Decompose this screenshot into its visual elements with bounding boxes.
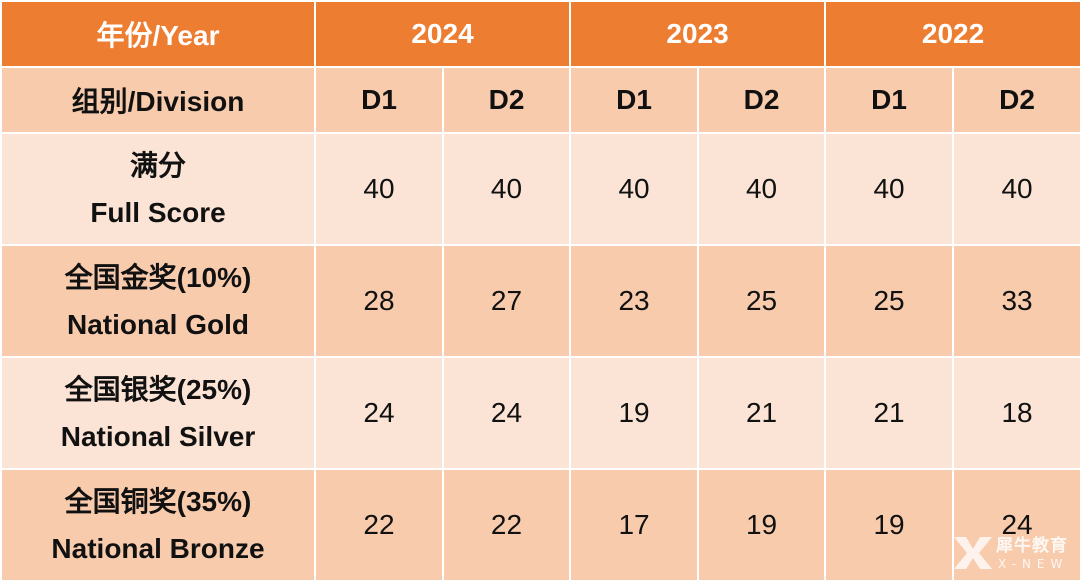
- score-cell: 33: [952, 244, 1080, 358]
- score-cell: 40: [314, 132, 444, 246]
- score-cell: 21: [697, 356, 827, 470]
- watermark-en: X-NEW: [998, 557, 1069, 571]
- score-cell: 23: [569, 244, 700, 358]
- division-cell: D2: [952, 66, 1080, 134]
- score-cell: 25: [697, 244, 827, 358]
- division-label: 组别/Division: [0, 66, 316, 134]
- score-cell: 27: [441, 244, 572, 358]
- score-cell: 24: [314, 356, 444, 470]
- row-label-en: National Gold: [67, 309, 249, 340]
- watermark: 犀牛教育 X-NEW: [952, 529, 1072, 581]
- score-cell: 22: [314, 468, 444, 582]
- score-cell: 40: [824, 132, 955, 246]
- score-cell: 21: [824, 356, 955, 470]
- table-row-silver: 全国银奖(25%) National Silver 24 24 19 21 21…: [0, 356, 1080, 470]
- x-logo-icon: [954, 537, 992, 569]
- year-header-label: 年份/Year: [0, 0, 316, 68]
- score-cell: 18: [952, 356, 1080, 470]
- year-2022-header: 2022: [824, 0, 1080, 68]
- score-cell: 19: [569, 356, 700, 470]
- score-cell: 28: [314, 244, 444, 358]
- table-row-gold: 全国金奖(10%) National Gold 28 27 23 25 25 3…: [0, 244, 1080, 358]
- division-row: 组别/Division D1 D2 D1 D2 D1 D2: [0, 66, 1080, 134]
- score-cell: 24: [952, 468, 1080, 582]
- row-label-cn: 全国银奖(25%): [64, 374, 252, 405]
- year-2023-header: 2023: [569, 0, 827, 68]
- row-label-cn: 全国铜奖(35%): [64, 486, 252, 517]
- row-label: 满分 Full Score: [0, 132, 316, 246]
- division-cell: D2: [441, 66, 572, 134]
- score-cell: 40: [697, 132, 827, 246]
- row-label: 全国铜奖(35%) National Bronze: [0, 468, 316, 582]
- division-cell: D1: [314, 66, 444, 134]
- row-label: 全国金奖(10%) National Gold: [0, 244, 316, 358]
- year-2024-header: 2024: [313, 0, 572, 68]
- year-header-row: 年份/Year 2024 2023 2022: [0, 0, 1080, 68]
- division-cell: D1: [569, 66, 700, 134]
- division-cell: D1: [824, 66, 955, 134]
- score-cell: 17: [569, 468, 700, 582]
- row-label: 全国银奖(25%) National Silver: [0, 356, 316, 470]
- score-cell: 40: [569, 132, 700, 246]
- division-cell: D2: [697, 66, 827, 134]
- row-label-en: Full Score: [90, 197, 226, 228]
- score-cell: 40: [441, 132, 572, 246]
- watermark-cn: 犀牛教育: [996, 536, 1068, 556]
- score-cell: 40: [952, 132, 1080, 246]
- row-label-cn: 满分: [129, 150, 186, 181]
- score-cell: 19: [824, 468, 955, 582]
- row-label-en: National Bronze: [51, 533, 265, 564]
- score-cell: 19: [697, 468, 827, 582]
- row-label-cn: 全国金奖(10%): [64, 262, 252, 293]
- table-row-bronze: 全国铜奖(35%) National Bronze 22 22 17 19 19…: [0, 468, 1080, 582]
- row-label-en: National Silver: [60, 421, 256, 452]
- score-cell: 25: [824, 244, 955, 358]
- table-row-full-score: 满分 Full Score 40 40 40 40 40 40: [0, 132, 1080, 246]
- score-cell: 24: [441, 356, 572, 470]
- score-cell: 22: [441, 468, 572, 582]
